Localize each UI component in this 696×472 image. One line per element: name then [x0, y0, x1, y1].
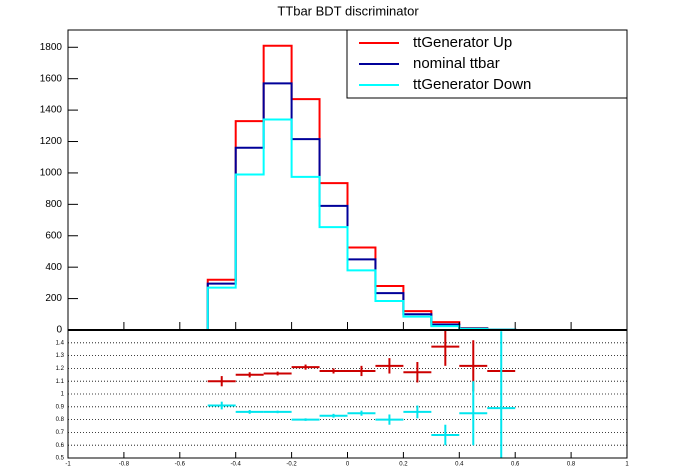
y-tick-label: 1800	[40, 42, 63, 53]
y-tick-label: 0.6	[56, 443, 65, 449]
chart-title: TTbar BDT discriminator	[277, 3, 419, 18]
y-tick-label: 1400	[40, 105, 63, 116]
legend-label: nominal ttbar	[413, 55, 500, 72]
x-tick-label: -0.2	[286, 462, 297, 468]
y-tick-label: 1600	[40, 73, 63, 84]
x-tick-label: 0.4	[455, 462, 464, 468]
y-tick-label: 800	[45, 199, 62, 210]
y-tick-label: 1	[61, 392, 65, 398]
x-tick-label: -1	[65, 462, 71, 468]
y-tick-label: 0.9	[56, 404, 65, 410]
y-tick-label: 600	[45, 230, 62, 241]
y-tick-label: 1.2	[56, 366, 65, 372]
x-tick-label: 0.6	[511, 462, 520, 468]
y-tick-label: 1200	[40, 136, 63, 147]
histogram-line	[68, 82, 627, 331]
y-tick-label: 400	[45, 262, 62, 273]
y-tick-label: 1.1	[56, 379, 65, 385]
y-tick-label: 200	[45, 293, 62, 304]
y-tick-label: 0.7	[56, 430, 65, 436]
legend-label: ttGenerator Down	[413, 76, 531, 93]
y-tick-label: 1000	[40, 168, 63, 179]
x-tick-label: -0.8	[119, 462, 130, 468]
x-tick-label: 0	[346, 462, 350, 468]
x-tick-label: 1	[625, 462, 629, 468]
x-tick-label: 0.2	[399, 462, 408, 468]
y-tick-label: 1.4	[56, 340, 65, 346]
y-tick-label: 1.3	[56, 353, 65, 359]
x-tick-label: -0.4	[231, 462, 242, 468]
legend-label: ttGenerator Up	[413, 34, 512, 51]
x-tick-label: 0.8	[567, 462, 576, 468]
y-tick-label: 0.8	[56, 417, 65, 423]
y-tick-label: 0	[56, 325, 62, 336]
x-tick-label: -0.6	[175, 462, 186, 468]
y-tick-label: 0.5	[56, 456, 65, 462]
